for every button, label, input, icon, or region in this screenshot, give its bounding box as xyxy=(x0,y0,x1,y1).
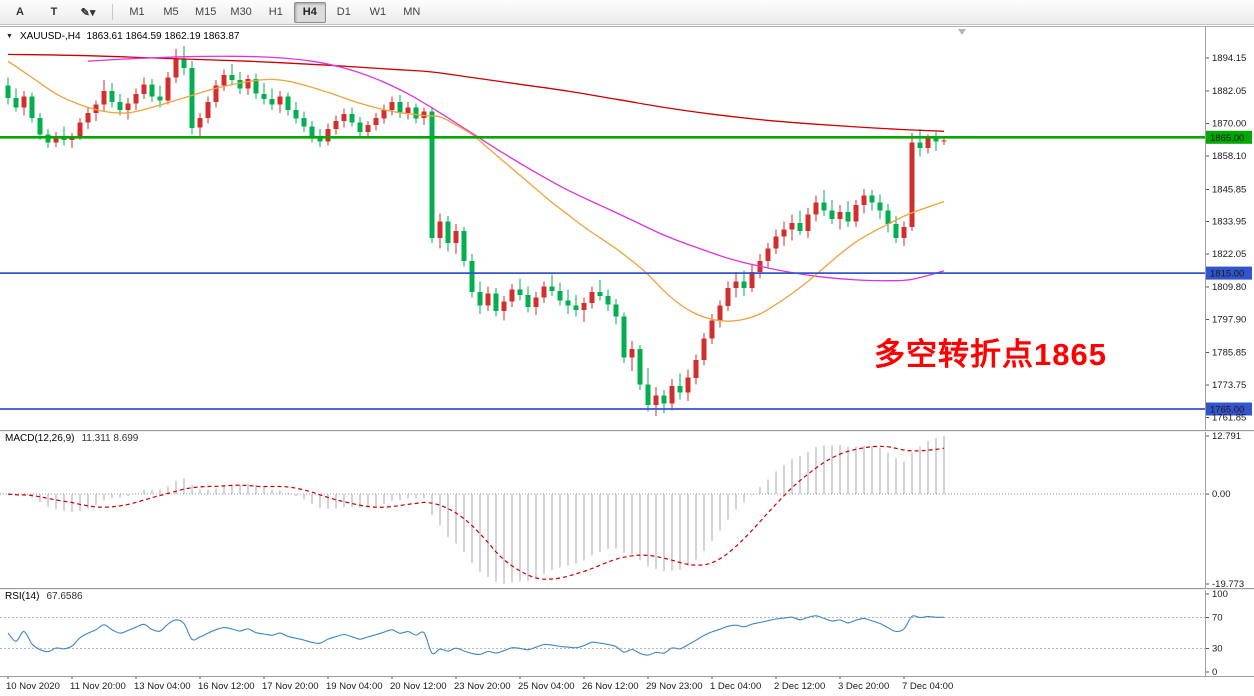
timeframe-m5-button[interactable]: M5 xyxy=(163,6,179,18)
svg-text:1815.00: 1815.00 xyxy=(1210,269,1244,280)
svg-text:-19.773: -19.773 xyxy=(1212,579,1244,590)
ma-fast xyxy=(7,60,945,322)
macd-values: 11.311 8.699 xyxy=(81,433,139,444)
drawing-tools-group: A T ✎▾ xyxy=(4,2,104,23)
svg-text:1765.00: 1765.00 xyxy=(1210,405,1244,416)
svg-text:30: 30 xyxy=(1212,644,1223,655)
svg-text:1822.05: 1822.05 xyxy=(1212,249,1246,260)
svg-text:1785.85: 1785.85 xyxy=(1212,347,1246,358)
moving-averages-layer xyxy=(7,53,945,322)
svg-text:1858.10: 1858.10 xyxy=(1212,151,1246,162)
arrow-tool-button[interactable]: A xyxy=(16,6,24,18)
timeframe-m1-button[interactable]: M1 xyxy=(129,6,145,18)
svg-text:1833.95: 1833.95 xyxy=(1212,217,1246,228)
rsi-values: 67.6586 xyxy=(46,591,83,602)
rsi-panel xyxy=(0,615,1205,656)
chinese-annotation[interactable]: 多空转折点1865 xyxy=(874,337,1107,372)
svg-text:70: 70 xyxy=(1212,612,1223,623)
price-badge-1865.00[interactable]: 1865.00 xyxy=(1206,130,1252,144)
rsi-line xyxy=(7,615,945,656)
time-axis: 10 Nov 2020 11 Nov 20:00 13 Nov 04:00 16 No… xyxy=(6,676,953,692)
timeframe-h4-button[interactable]: H4 xyxy=(293,1,326,23)
svg-text:3 Dec 20:00: 3 Dec 20:00 xyxy=(838,681,889,692)
svg-text:23 Nov 20:00: 23 Nov 20:00 xyxy=(454,681,511,692)
chart-shift-marker-icon xyxy=(958,29,966,35)
macd-signal-line xyxy=(7,445,945,580)
timeframe-mn-button[interactable]: MN xyxy=(403,6,421,18)
svg-text:29 Nov 23:00: 29 Nov 23:00 xyxy=(646,681,703,692)
draw-tool-button[interactable]: ✎▾ xyxy=(80,6,96,19)
svg-text:16 Nov 12:00: 16 Nov 12:00 xyxy=(198,681,255,692)
timeframe-w1-button[interactable]: W1 xyxy=(369,6,387,18)
svg-text:1 Dec 04:00: 1 Dec 04:00 xyxy=(710,681,761,692)
svg-text:25 Nov 04:00: 25 Nov 04:00 xyxy=(518,681,575,692)
rsi-indicator-label: RSI(14) 67.6586 xyxy=(5,591,83,602)
text-tool-button[interactable]: T xyxy=(50,6,58,18)
svg-text:1797.90: 1797.90 xyxy=(1212,315,1246,326)
chart-area[interactable]: 1865.00 1815.00 1765.00 1894.15 1882.05 1870.… xyxy=(0,26,1254,696)
svg-text:11 Nov 20:00: 11 Nov 20:00 xyxy=(70,681,126,692)
panel-borders xyxy=(0,26,1254,677)
timeframe-h1-button[interactable]: H1 xyxy=(268,6,283,18)
svg-text:7 Dec 04:00: 7 Dec 04:00 xyxy=(902,681,953,692)
macd-title: MACD(12,26,9) xyxy=(5,433,75,444)
timeframe-buttons-group: M1 M5 M15 M30 H1 H4 D1 W1 MN xyxy=(121,1,428,23)
horizontal-lines-layer[interactable]: 1865.00 1815.00 1765.00 xyxy=(0,130,1252,416)
ma-slow xyxy=(7,53,945,132)
price-badge-1815.00[interactable]: 1815.00 xyxy=(1206,266,1252,280)
ohlc-values: 1863.61 1864.59 1862.19 1863.87 xyxy=(86,31,240,42)
svg-text:1865.00: 1865.00 xyxy=(1210,133,1244,144)
quote-header: ▼ XAUUSD-,H4 1863.61 1864.59 1862.19 186… xyxy=(6,31,239,42)
symbol-period-label: XAUUSD-,H4 xyxy=(19,31,81,42)
timeframe-m15-button[interactable]: M15 xyxy=(195,6,217,18)
rsi-title: RSI(14) xyxy=(5,591,40,602)
price-badge-1765.00[interactable]: 1765.00 xyxy=(1206,402,1252,416)
svg-text:12.791: 12.791 xyxy=(1212,431,1241,442)
svg-text:1870.00: 1870.00 xyxy=(1212,119,1246,130)
svg-text:10 Nov 2020: 10 Nov 2020 xyxy=(6,681,60,692)
macd-indicator-label: MACD(12,26,9) 11.311 8.699 xyxy=(5,433,138,444)
svg-text:1882.05: 1882.05 xyxy=(1212,86,1246,97)
macd-panel xyxy=(0,436,1205,584)
candles-layer xyxy=(5,46,947,416)
svg-text:0: 0 xyxy=(1212,667,1217,678)
toolbar: A T ✎▾ M1 M5 M15 M30 H1 H4 D1 W1 MN xyxy=(0,0,1254,25)
svg-text:1761.85: 1761.85 xyxy=(1212,413,1246,424)
svg-text:1845.85: 1845.85 xyxy=(1212,184,1246,195)
timeframe-d1-button[interactable]: D1 xyxy=(336,6,351,18)
svg-text:19 Nov 04:00: 19 Nov 04:00 xyxy=(326,681,383,692)
ma-mid xyxy=(87,55,945,282)
svg-text:2 Dec 12:00: 2 Dec 12:00 xyxy=(774,681,825,692)
svg-text:1894.15: 1894.15 xyxy=(1212,53,1246,64)
svg-text:100: 100 xyxy=(1212,589,1228,600)
toolbar-separator xyxy=(112,4,113,20)
svg-text:26 Nov 12:00: 26 Nov 12:00 xyxy=(582,681,639,692)
svg-text:1773.75: 1773.75 xyxy=(1212,380,1246,391)
timeframe-m30-button[interactable]: M30 xyxy=(230,6,252,18)
one-click-collapse-icon[interactable]: ▼ xyxy=(6,33,13,40)
price-axis: 1894.15 1882.05 1870.00 1858.10 1845.85 1833.… xyxy=(1205,53,1246,678)
svg-text:13 Nov 04:00: 13 Nov 04:00 xyxy=(134,681,191,692)
svg-text:0.00: 0.00 xyxy=(1212,489,1231,500)
svg-text:17 Nov 20:00: 17 Nov 20:00 xyxy=(262,681,319,692)
svg-text:20 Nov 12:00: 20 Nov 12:00 xyxy=(390,681,447,692)
chart-canvas[interactable]: 1865.00 1815.00 1765.00 1894.15 1882.05 1870.… xyxy=(0,26,1254,696)
svg-text:1809.80: 1809.80 xyxy=(1212,282,1246,293)
